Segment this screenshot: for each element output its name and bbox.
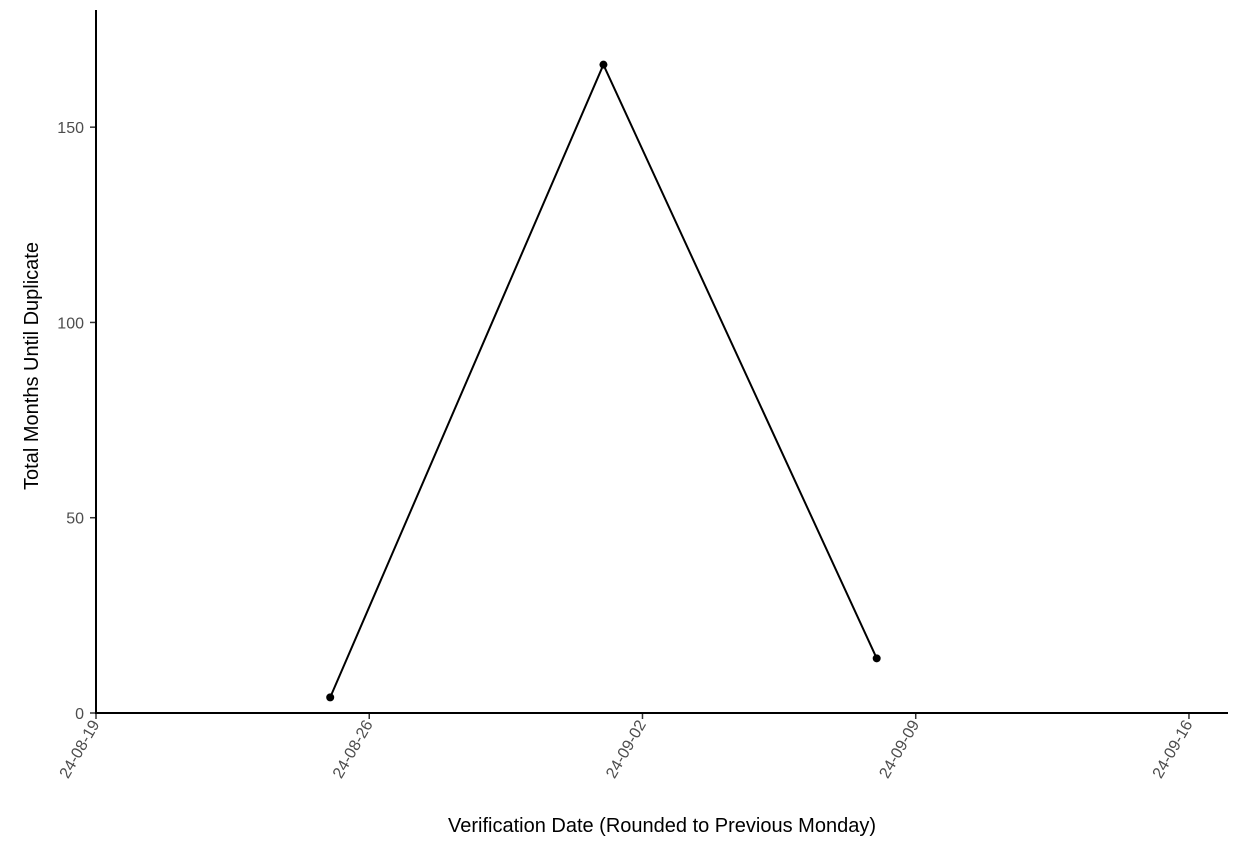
series-layer bbox=[326, 60, 881, 702]
y-axis-title: Total Months Until Duplicate bbox=[21, 242, 43, 490]
x-axis-title: Verification Date (Rounded to Previous M… bbox=[448, 815, 876, 837]
x-tick-label: 24-08-19 bbox=[57, 717, 104, 781]
x-tick-label: 24-09-02 bbox=[603, 717, 650, 781]
y-tick-label: 50 bbox=[66, 511, 84, 528]
series-line bbox=[329, 62, 878, 698]
x-tick-label: 24-08-26 bbox=[330, 717, 377, 781]
y-tick-label: 150 bbox=[57, 120, 84, 137]
y-tick-label: 100 bbox=[57, 315, 84, 332]
x-tick-label: 24-09-16 bbox=[1150, 717, 1197, 781]
data-point bbox=[872, 654, 881, 663]
y-tick-label: 0 bbox=[75, 706, 84, 723]
data-point bbox=[599, 60, 608, 69]
ticks-layer: 0 50 100 150 24-08-19 24-08-26 24-09-02 24-09-0… bbox=[57, 120, 1197, 781]
data-point bbox=[326, 693, 335, 702]
x-tick-label: 24-09-09 bbox=[876, 717, 923, 781]
